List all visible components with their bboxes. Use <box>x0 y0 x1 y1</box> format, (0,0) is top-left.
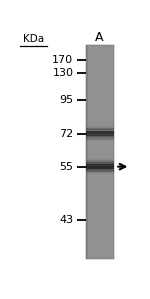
Bar <box>86 165 114 166</box>
Bar <box>86 166 114 167</box>
Bar <box>86 166 114 168</box>
Bar <box>86 132 114 133</box>
Bar <box>86 128 114 129</box>
Bar <box>86 161 114 162</box>
Bar <box>86 164 114 165</box>
Text: 72: 72 <box>59 129 73 139</box>
Bar <box>86 168 114 169</box>
Bar <box>86 159 114 161</box>
Bar <box>86 138 114 139</box>
Bar <box>86 133 114 134</box>
Bar <box>86 163 114 165</box>
Bar <box>86 125 114 126</box>
Bar <box>86 162 114 163</box>
Text: 95: 95 <box>59 95 73 105</box>
Bar <box>86 135 114 136</box>
Bar <box>86 172 114 173</box>
Bar <box>86 45 88 259</box>
Bar <box>86 170 114 172</box>
Text: 43: 43 <box>59 215 73 225</box>
Bar <box>86 160 114 161</box>
Bar <box>86 158 114 160</box>
Bar <box>86 173 114 175</box>
Bar <box>86 134 114 135</box>
Text: 170: 170 <box>52 55 73 65</box>
Bar <box>86 130 114 131</box>
Bar <box>86 173 114 174</box>
Bar <box>86 127 114 128</box>
Bar <box>86 45 114 259</box>
Bar <box>86 137 114 138</box>
Bar <box>86 128 114 130</box>
Bar <box>86 131 114 136</box>
Bar <box>86 167 114 169</box>
Bar <box>86 171 114 173</box>
Bar <box>86 162 114 164</box>
Text: A: A <box>95 31 104 44</box>
Bar <box>86 170 114 171</box>
Text: 130: 130 <box>52 68 73 78</box>
Bar <box>86 169 114 170</box>
Bar <box>86 129 114 130</box>
Bar <box>86 140 114 141</box>
Bar <box>86 135 114 137</box>
Bar <box>86 139 114 141</box>
Bar <box>86 132 114 134</box>
Bar <box>86 138 114 140</box>
Text: KDa: KDa <box>23 34 44 44</box>
Text: 55: 55 <box>59 162 73 172</box>
Bar <box>86 131 114 132</box>
Bar <box>86 136 114 138</box>
Bar <box>86 126 114 127</box>
Bar <box>86 164 114 169</box>
